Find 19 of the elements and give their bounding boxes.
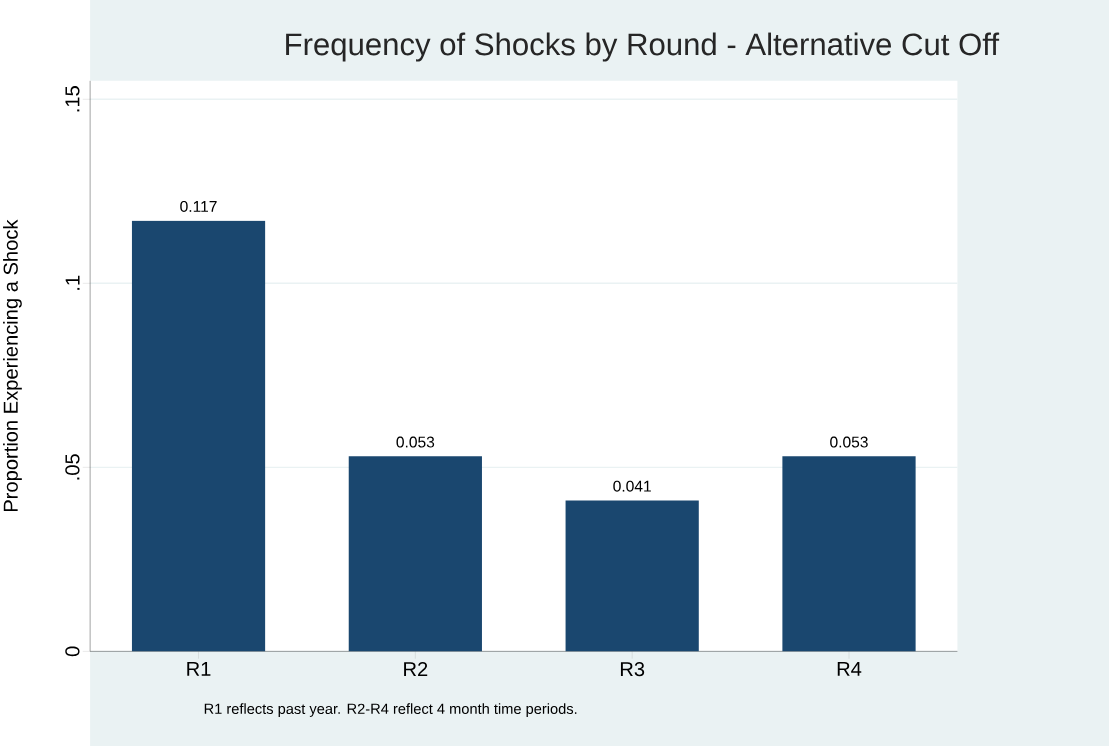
- data-label: 0.053: [396, 436, 435, 448]
- data-label: 0.053: [830, 436, 868, 448]
- y-tick-label: .1: [65, 275, 80, 290]
- x-tick-label: R3: [620, 661, 645, 677]
- y-tick-label: .15: [65, 86, 80, 112]
- x-tick-label: R4: [837, 661, 862, 676]
- x-tick-label: R2: [404, 661, 428, 677]
- y-tick-label: 0: [65, 646, 80, 657]
- y-axis-title: Proportion Experiencing a Shock: [3, 219, 22, 512]
- bar: [782, 456, 916, 652]
- text: R1 reflects past year. R2-R4 reflect 4 month time periods.: [204, 703, 577, 717]
- bar: [131, 220, 266, 652]
- y-tick-label: .05: [65, 454, 80, 480]
- bar: [348, 456, 482, 652]
- chart-title: Frequency of Shocks by Round - Alternative Cut Off: [286, 32, 1000, 62]
- x-tick-label: R1: [187, 661, 211, 676]
- bar: [565, 500, 699, 652]
- data-label: 0.117: [180, 200, 217, 212]
- data-label: 0.041: [613, 480, 651, 492]
